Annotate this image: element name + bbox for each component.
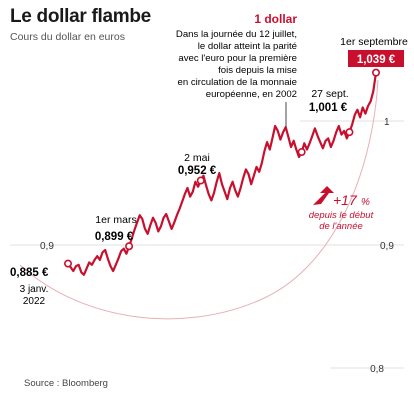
sep27-date-label: 27 sept. [311,88,348,100]
y-tick-label: 0,9 [380,241,394,252]
change-value: +17 [333,192,358,208]
parity-line-1: Dans la journée du 12 juillet, [176,29,297,40]
annotations: 0,885 € 3 janv. 2022 1er mars 0,899 € 2 … [10,12,408,307]
y-tick-label: 0,9 [40,241,54,252]
mar-value-label: 0,899 € [95,231,134,243]
start-date-line2: 2022 [23,296,46,307]
marker-sep1 [371,68,380,77]
marker-layer [64,68,380,268]
marker-sep27 [345,128,354,137]
change-label-line2: de l'année [319,221,363,232]
y-tick-labels: 0,8 0,9 0,9 1 [40,117,394,375]
parity-line-3: avec l'euro pour la première [178,53,297,64]
mar-date-label: 1er mars [95,214,136,226]
may-date-label: 2 mai [184,152,210,164]
decorative-arc [19,79,379,320]
marker-mar1 [125,242,134,251]
parity-line-2: le dollar atteint la parité [198,41,297,52]
marker-jan3 [64,259,73,268]
may-value-label: 0,952 € [178,165,217,177]
series-line [67,72,378,276]
chart-title: Le dollar flambe [10,6,151,27]
start-date-line1: 3 janv. [20,284,49,295]
trend-up-icon [313,186,334,205]
parity-line-6: européenne, en 2002 [206,89,297,100]
marker-may2 [196,176,205,185]
parity-line-5: en circulation de la monnaie [178,77,297,88]
sep1-date-label: 1er septembre [340,36,408,48]
parity-title: 1 dollar [254,12,297,26]
y-tick-label: 0,8 [370,364,384,375]
chart-subtitle: Cours du dollar en euros [10,31,125,43]
sep1-value-badge [348,50,404,67]
sep1-value-label: 1,039 € [357,54,396,66]
start-value-label: 0,885 € [10,267,49,279]
marker-jul12 [297,148,306,157]
source-note: Source : Bloomberg [24,378,108,389]
sep27-value-label: 1,001 € [309,102,348,114]
parity-line-4: fois depuis la mise [218,65,297,76]
change-unit: % [361,197,370,208]
change-label-line1: depuis le début [309,210,374,221]
y-tick-label: 1 [384,117,390,128]
